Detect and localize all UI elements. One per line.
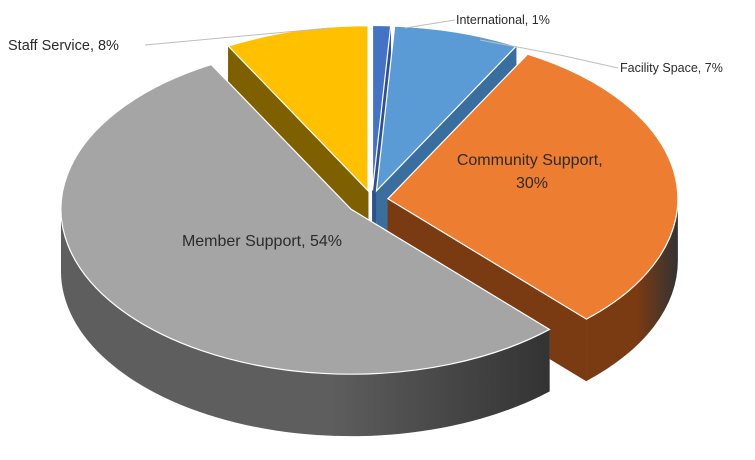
data-label-staff-service: Staff Service, 8% (8, 38, 119, 54)
slice-outer-wall-member-support (60, 209, 550, 437)
data-label-international: International, 1% (456, 13, 550, 27)
data-labels: International, 1% Facility Space, 7% Com… (8, 13, 723, 250)
data-label-facility-space: Facility Space, 7% (620, 61, 723, 75)
leader-line-facility-space (479, 39, 619, 69)
data-label-community-support-line2: 30% (516, 175, 548, 192)
leader-line-international (404, 19, 456, 29)
slice-international (371, 24, 392, 191)
pie-tops (60, 24, 679, 375)
slice-outer-wall-community-support (586, 198, 678, 382)
data-label-community-support-line1: Community Support, (457, 152, 603, 169)
data-label-community-support: Community Support, 30% (457, 152, 607, 192)
leader-lines (144, 19, 619, 69)
slice-facility-space (375, 25, 518, 193)
data-label-member-support: Member Support, 54% (182, 233, 342, 250)
slice-community-support (386, 53, 679, 320)
leader-line-staff-service (144, 27, 331, 46)
slice-member-support (60, 63, 551, 375)
